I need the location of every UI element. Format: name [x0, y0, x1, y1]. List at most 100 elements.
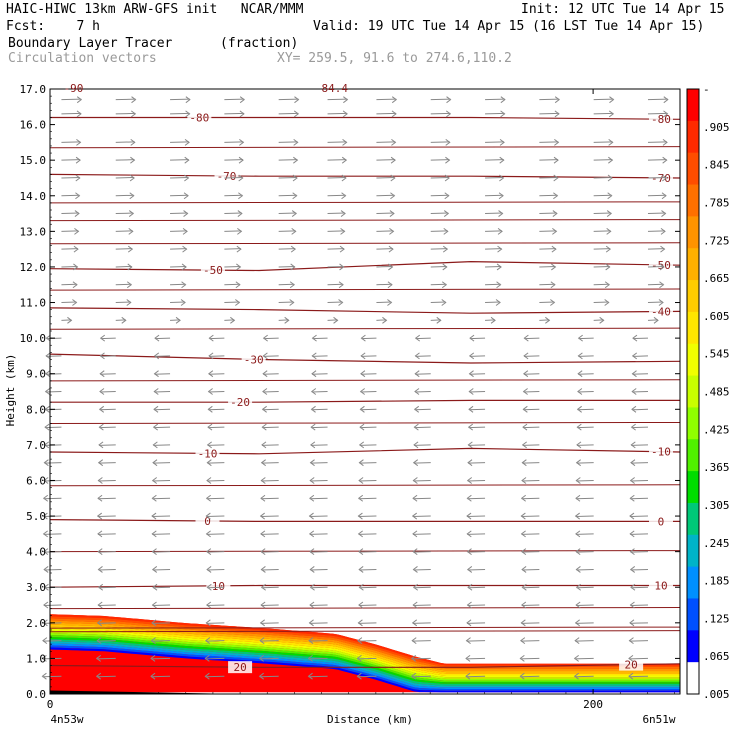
vector-arrow [539, 301, 555, 304]
vector-arrow [485, 265, 502, 268]
vector-arrowhead [520, 619, 526, 627]
vector-arrow [632, 391, 648, 393]
vector-arrowhead [576, 405, 582, 413]
vector-arrowhead [388, 245, 394, 253]
vector-arrow [376, 212, 394, 215]
vector-arrow [647, 248, 665, 250]
vector-arrow [170, 319, 181, 321]
vector-arrow [61, 98, 82, 101]
vector-arrow [485, 194, 504, 197]
vector-arrow [96, 675, 116, 678]
tracer-band [50, 624, 680, 674]
vector-arrowhead [293, 156, 299, 164]
vector-arrow [430, 301, 446, 304]
vector-arrowhead [205, 530, 211, 538]
vector-arrowhead [343, 96, 349, 104]
colorbar-swatch [687, 375, 699, 408]
vector-arrowhead [659, 281, 665, 289]
vector-arrow [208, 373, 225, 375]
vector-arrowhead [468, 388, 474, 395]
vector-arrowhead [97, 530, 103, 538]
vector-arrowhead [262, 352, 268, 360]
vector-arrow [61, 230, 79, 232]
vector-arrow [44, 568, 62, 571]
vector-arrowhead [577, 388, 583, 395]
vector-arrow [152, 551, 171, 553]
vector-arrow [469, 408, 486, 411]
vector-arrow [99, 426, 116, 429]
vector-arrowhead [500, 96, 506, 104]
vector-arrowhead [632, 334, 638, 342]
vector-arrowhead [550, 299, 556, 306]
vector-arrow [170, 112, 190, 115]
colorbar-label: .245 [703, 537, 730, 550]
contour-label-bg [648, 113, 673, 126]
vector-arrowhead [43, 459, 49, 467]
vector-arrow [259, 675, 279, 678]
vector-arrowhead [575, 530, 581, 538]
vector-arrowhead [236, 263, 242, 271]
vector-arrowhead [577, 334, 583, 342]
vector-arrow [309, 515, 328, 518]
vector-arrow [358, 604, 377, 607]
colorbar-label: .665 [703, 272, 730, 285]
vector-arrow [261, 604, 279, 607]
vector-arrow [278, 112, 299, 115]
vector-arrow [206, 622, 225, 624]
vector-arrowhead [604, 299, 610, 306]
vector-arrowhead [357, 619, 363, 627]
vector-arrow [629, 640, 648, 642]
vector-arrow [327, 230, 345, 232]
vector-arrow [310, 586, 328, 589]
contour-label-bg [648, 445, 673, 458]
vector-arrowhead [284, 316, 290, 324]
vector-arrow [206, 497, 225, 500]
vector-arrow [467, 622, 486, 624]
vector-arrow [647, 159, 667, 161]
vector-arrowhead [154, 334, 160, 342]
vector-arrow [278, 176, 298, 179]
vector-arrow [209, 355, 225, 357]
vector-arrowhead [42, 637, 48, 645]
contour-label-bg [228, 661, 253, 674]
vector-arrow [327, 141, 347, 143]
vector-arrowhead [629, 477, 635, 484]
vector-arrow [207, 479, 225, 482]
vector-arrow [224, 159, 244, 161]
vector-arrowhead [259, 619, 265, 627]
vector-arrow [413, 462, 431, 464]
vector-arrowhead [575, 477, 581, 484]
vector-arrow [430, 98, 451, 101]
vector-arrow [593, 265, 610, 268]
vector-arrow [539, 265, 556, 268]
vector-arrow [376, 141, 396, 143]
vector-arrow [45, 426, 62, 429]
vector-arrowhead [308, 619, 314, 627]
contour-label: -50 [203, 264, 223, 277]
vector-arrowhead [205, 512, 211, 520]
vector-arrow [42, 675, 62, 678]
vector-arrow [359, 479, 377, 482]
vector-arrow [523, 373, 540, 375]
vector-arrowhead [608, 156, 614, 164]
vector-arrowhead [607, 174, 613, 182]
vector-arrowhead [521, 566, 527, 573]
vector-arrowhead [98, 441, 104, 449]
vector-arrow [224, 212, 242, 215]
vector-arrow [430, 265, 447, 268]
vector-arrowhead [358, 548, 364, 556]
vector-arrow [152, 604, 171, 607]
vector-arrowhead [239, 110, 245, 118]
vector-arrow [309, 622, 328, 624]
vector-arrowhead [183, 192, 189, 200]
y-tick-label: 9.0 [26, 368, 46, 381]
colorbar-label: .425 [703, 423, 730, 436]
vector-arrowhead [308, 512, 314, 520]
vector-arrowhead [153, 388, 159, 395]
vector-arrowhead [630, 423, 636, 431]
vector-arrow [207, 462, 225, 464]
vector-arrowhead [631, 352, 638, 360]
vector-arrowhead [411, 637, 417, 645]
vector-arrowhead [414, 352, 420, 360]
vector-arrowhead [468, 405, 474, 413]
